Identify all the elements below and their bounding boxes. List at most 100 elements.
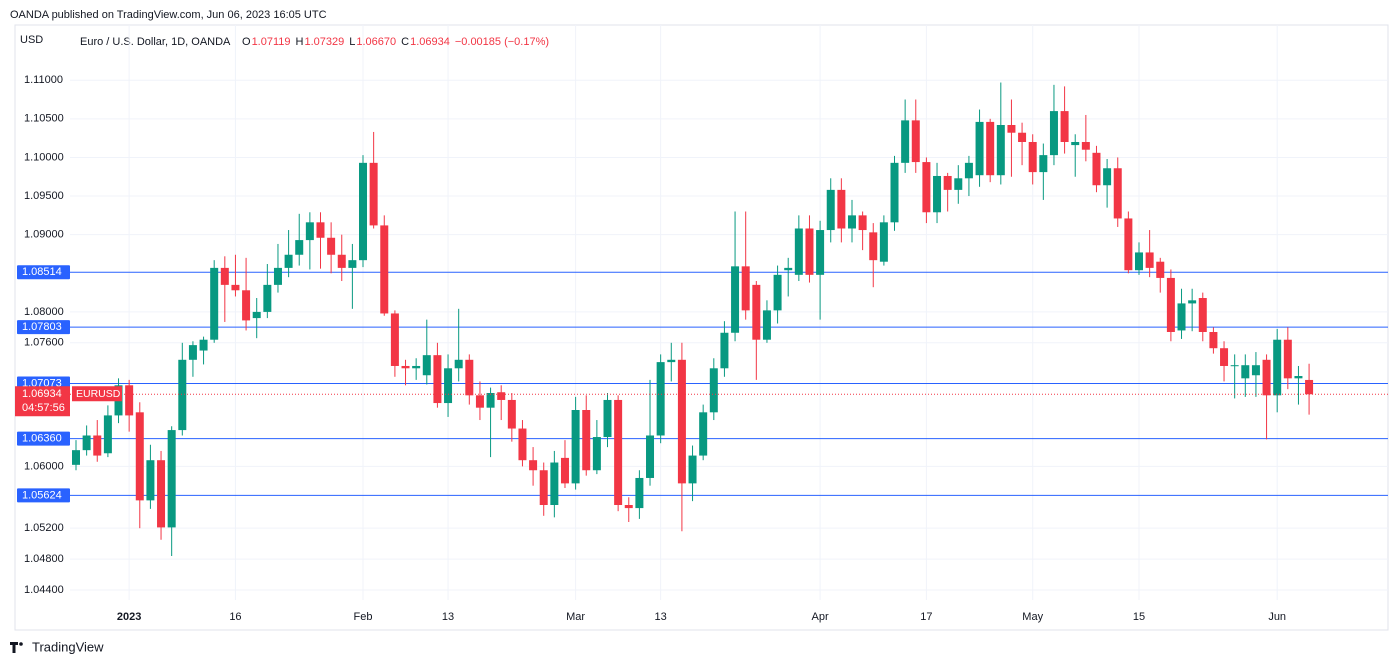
x-tick-label: Mar [566,611,585,623]
candle-body [497,392,506,400]
x-tick-label: 16 [229,611,241,623]
candle-body [943,175,952,190]
x-tick-label: 13 [442,611,454,623]
candle-body [518,428,527,461]
last-price-bg [15,386,70,417]
symbol-tag-bg [72,386,122,402]
candle-body [103,415,112,454]
candle-body [295,240,304,255]
candle-body [433,355,442,404]
candle-body [879,222,888,262]
candle-body [1028,141,1037,173]
candle-body [157,460,166,528]
candle-body [1177,303,1186,331]
candle-body [263,284,272,312]
legend-change: −0.00185 (−0.17%) [455,36,549,48]
candle-body [869,232,878,261]
candle-body [805,228,814,275]
candle-body [986,121,995,176]
candle-body [390,313,399,366]
last-price-label: 1.06934 [22,388,62,400]
x-tick-label: Jun [1268,611,1286,623]
candle-body [1113,168,1122,219]
candle-body [1145,252,1154,268]
currency: USD [20,34,43,46]
candle-body [603,399,612,438]
candle-body [252,311,261,319]
candle-body [529,460,538,471]
candle-body [1156,261,1165,278]
candle-body [688,455,697,484]
candle-body [475,395,484,408]
candle-body [539,470,548,505]
candle-body [677,359,686,484]
y-tick-label: 1.06000 [24,460,64,472]
price-line-label: 1.07803 [22,321,62,333]
candle-body [1188,300,1197,304]
candle-body [614,399,623,505]
candle-body [624,505,633,509]
logo: TradingView [10,639,104,654]
candle-body [550,462,559,505]
logo-dot [19,642,23,646]
x-tick-label: 13 [655,611,667,623]
candle-body [975,121,984,176]
candle-body [1166,277,1175,332]
y-tick-label: 1.10500 [24,113,64,125]
candle-body [1007,125,1016,133]
candle-body [837,189,846,229]
candle-body [412,365,421,369]
candle-body [167,430,176,528]
candle-body [794,228,803,275]
candle-body [901,120,910,163]
y-tick-label: 1.08000 [24,306,64,318]
y-tick-label: 1.04400 [24,584,64,596]
price-line-label-bg [17,431,70,446]
candle-body [1060,111,1069,142]
candle-body [188,345,197,360]
candle-body [273,267,282,285]
candle-body [1294,376,1303,379]
candle-body [1039,155,1048,173]
candle-body [465,359,474,396]
legend-value: 1.06934 [410,36,450,48]
price-line-label-bg [17,488,70,503]
x-tick-label: Feb [354,611,373,623]
legend-key: H [296,36,304,48]
candle-body [316,222,325,238]
symbol-tag: EURUSD [76,388,121,400]
candle-body [922,162,931,213]
candle-body [284,254,293,268]
candle-body [752,284,761,340]
candle-body [646,435,655,478]
candle-body [1230,365,1239,367]
candle-body [858,215,867,231]
candle-body [93,435,102,456]
candle-body [305,222,314,241]
x-tick-label: Apr [812,611,829,623]
candle-body [1262,359,1271,396]
candle-body [911,120,920,163]
chart-title: Euro / U.S. Dollar, 1D, OANDA [80,36,231,48]
candle-body [1241,365,1250,379]
candle-body [890,162,899,223]
candle-body [709,368,718,413]
candle-body [369,162,378,226]
x-tick-label: 2023 [117,611,141,623]
legend-value: 1.07329 [304,36,344,48]
price-line-label: 1.06360 [22,432,62,444]
y-tick-label: 1.07600 [24,337,64,349]
candle-body [1103,168,1112,186]
candle-body [1124,218,1133,271]
candle-body [348,260,357,268]
candle-body [1305,379,1314,395]
candle-body [996,125,1005,176]
candle-body [741,266,750,311]
y-tick-label: 1.09000 [24,229,64,241]
candle-body [635,477,644,509]
candle-body [1018,132,1027,142]
candle-body [1251,365,1260,376]
candle-body [199,339,208,351]
